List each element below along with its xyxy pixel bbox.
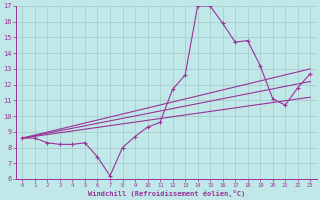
X-axis label: Windchill (Refroidissement éolien,°C): Windchill (Refroidissement éolien,°C) [88, 190, 245, 197]
